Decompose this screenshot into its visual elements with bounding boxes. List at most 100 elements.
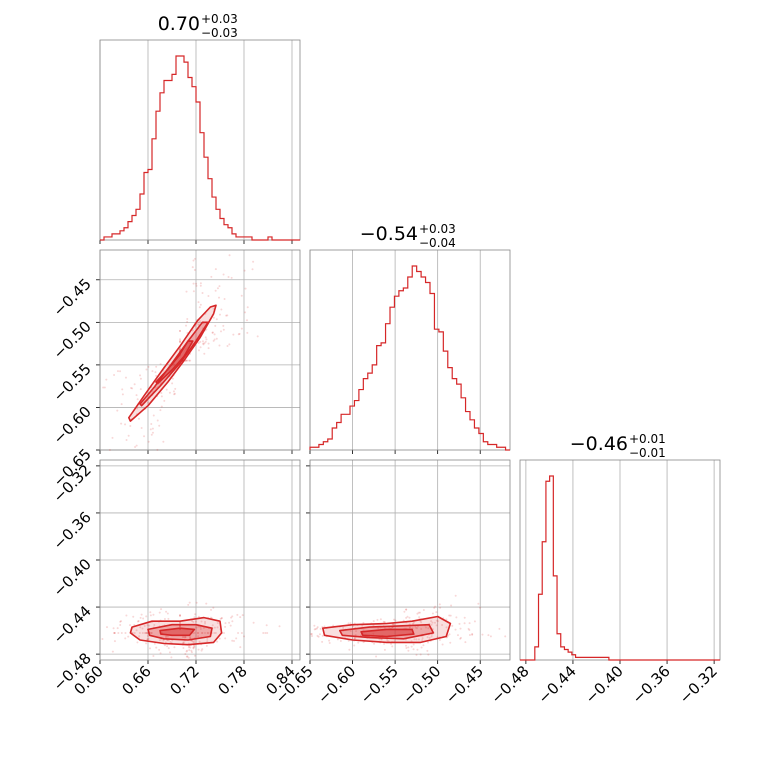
- sample-point: [108, 448, 111, 451]
- sample-point: [193, 631, 196, 634]
- sample-point: [194, 620, 197, 623]
- sample-point: [362, 621, 365, 624]
- sample-point: [377, 627, 380, 630]
- title-param-0: 0.70: [158, 13, 200, 35]
- sample-point: [438, 638, 441, 641]
- sample-point: [205, 328, 208, 331]
- sample-point: [489, 635, 492, 638]
- sample-point: [124, 637, 127, 640]
- sample-point: [147, 401, 150, 404]
- sample-point: [141, 631, 144, 634]
- sample-point: [199, 282, 202, 285]
- sample-point: [416, 612, 419, 615]
- sample-point: [391, 623, 394, 626]
- sample-point: [119, 624, 122, 627]
- sample-point: [328, 641, 331, 644]
- sample-point: [127, 434, 130, 437]
- sample-point: [231, 620, 234, 623]
- sample-point: [206, 631, 209, 634]
- sample-point: [144, 631, 147, 634]
- sample-point: [172, 390, 175, 393]
- sample-point: [140, 427, 143, 430]
- sample-point: [136, 620, 139, 623]
- sample-point: [223, 298, 226, 301]
- sample-point: [468, 622, 471, 625]
- sample-point: [211, 624, 214, 627]
- sample-point: [232, 333, 235, 336]
- sample-point: [185, 650, 188, 653]
- sample-point: [145, 642, 148, 645]
- sample-point: [165, 388, 168, 391]
- sample-point: [459, 636, 462, 639]
- sample-point: [459, 637, 462, 640]
- sample-point: [145, 368, 148, 371]
- sample-point: [155, 646, 158, 649]
- sample-point: [393, 618, 396, 621]
- sample-point: [191, 620, 194, 623]
- sample-point: [182, 635, 185, 638]
- sample-point: [207, 631, 210, 634]
- sample-point: [146, 638, 149, 641]
- sample-point: [348, 648, 351, 651]
- panel-2-0-axes: 0.60 0.66 0.72 0.78 0.84−0.48−0.44−0.40−0.36…: [50, 459, 301, 698]
- title-param-1-minus: −0.04: [419, 236, 456, 250]
- sample-point: [207, 342, 210, 345]
- sample-point: [218, 296, 221, 299]
- histogram-param-2: [520, 475, 720, 661]
- sample-point: [209, 616, 212, 619]
- sample-point: [179, 348, 181, 351]
- sample-point: [136, 407, 139, 410]
- sample-point: [239, 646, 242, 649]
- sample-point: [418, 611, 421, 614]
- sample-point: [156, 448, 159, 451]
- sample-point: [193, 646, 196, 649]
- sample-point: [197, 349, 200, 352]
- ytick-label-1: −0.55: [50, 360, 95, 405]
- scatter-2-0: [101, 601, 281, 659]
- sample-point: [119, 370, 122, 373]
- sample-point: [498, 627, 501, 630]
- sample-point: [150, 433, 153, 436]
- sample-point: [412, 648, 415, 651]
- sample-point: [213, 626, 216, 629]
- sample-point: [265, 624, 268, 627]
- sample-point: [353, 636, 356, 639]
- sample-point: [204, 340, 207, 343]
- sample-point: [148, 624, 151, 627]
- sample-point: [194, 613, 197, 616]
- sample-point: [439, 606, 442, 609]
- sample-point: [173, 646, 176, 649]
- sample-point: [246, 331, 249, 334]
- sample-point: [165, 610, 168, 613]
- sample-point: [210, 275, 213, 278]
- sample-point: [146, 638, 149, 641]
- sample-point: [106, 626, 109, 629]
- sample-point: [152, 414, 155, 417]
- sample-point: [149, 611, 152, 614]
- sample-point: [379, 618, 382, 621]
- sample-point: [383, 621, 386, 624]
- sample-point: [192, 282, 195, 285]
- sample-point: [155, 374, 158, 377]
- sample-point: [112, 627, 115, 630]
- sample-point: [204, 622, 207, 625]
- sample-point: [193, 641, 196, 644]
- sample-point: [166, 645, 169, 648]
- sample-point: [179, 338, 181, 341]
- sample-point: [199, 346, 202, 349]
- sample-point: [205, 644, 208, 647]
- sample-point: [226, 344, 229, 347]
- sample-point: [189, 635, 192, 638]
- sample-point: [189, 359, 192, 362]
- sample-point: [240, 631, 243, 634]
- sample-point: [141, 627, 144, 630]
- sample-point: [179, 340, 181, 343]
- sample-point: [151, 370, 154, 373]
- sample-point: [425, 626, 428, 629]
- sample-point: [145, 631, 148, 634]
- sample-point: [192, 640, 195, 643]
- sample-point: [150, 631, 153, 634]
- sample-point: [120, 631, 123, 634]
- xtick-label-2: −0.48: [487, 662, 532, 707]
- sample-point: [125, 614, 128, 617]
